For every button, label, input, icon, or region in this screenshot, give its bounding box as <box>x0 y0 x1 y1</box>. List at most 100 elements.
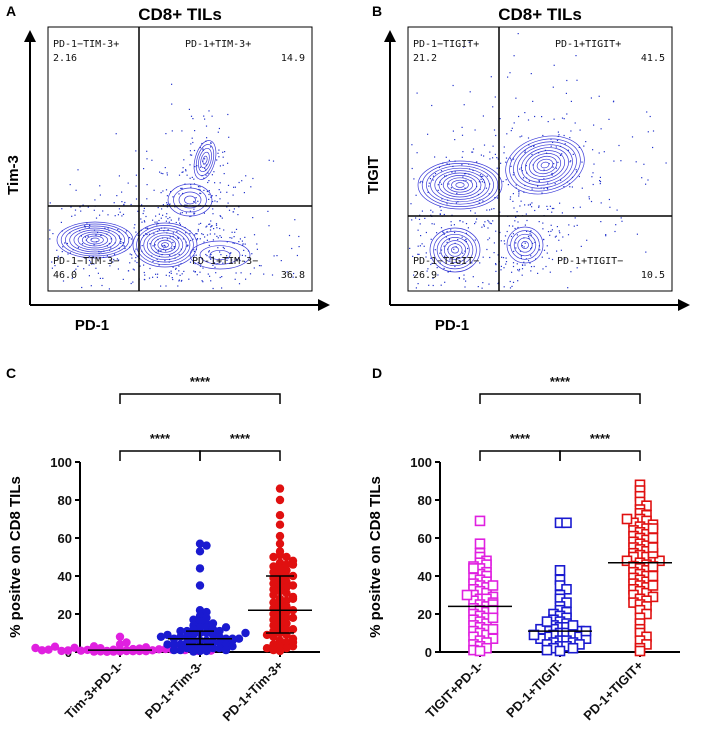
event-dot <box>162 237 164 239</box>
event-dot <box>197 200 199 202</box>
event-dot <box>157 261 159 263</box>
event-dot <box>437 184 439 186</box>
event-dot <box>168 204 170 206</box>
y-tick-label: 20 <box>418 607 432 622</box>
event-dot <box>89 225 91 227</box>
contour-line <box>81 233 109 247</box>
event-dot <box>189 177 191 179</box>
event-dot <box>247 250 250 252</box>
y-axis-title: TIGIT <box>365 156 382 194</box>
event-dot <box>143 271 145 274</box>
event-dot <box>113 202 115 204</box>
event-dot <box>152 219 154 221</box>
event-dot <box>208 250 210 252</box>
event-dot <box>563 118 565 120</box>
event-dot <box>552 141 554 143</box>
event-dot <box>205 125 208 127</box>
contour-line <box>195 144 215 176</box>
event-dot <box>216 201 218 203</box>
event-dot <box>538 152 540 154</box>
event-dot <box>431 223 433 225</box>
event-dot <box>143 210 145 212</box>
event-dot <box>576 267 578 269</box>
event-dot <box>165 250 167 252</box>
contour-line <box>426 165 494 205</box>
event-dot <box>258 265 261 267</box>
event-dot <box>132 268 134 270</box>
event-dot <box>203 177 205 179</box>
event-dot <box>598 152 600 154</box>
event-dot <box>541 116 543 118</box>
event-dot <box>207 273 209 275</box>
event-dot <box>207 181 209 184</box>
event-dot <box>199 186 201 188</box>
event-dot <box>219 261 221 263</box>
event-dot <box>646 111 648 113</box>
event-dot <box>217 152 219 154</box>
event-dot <box>193 178 195 180</box>
event-dot <box>124 247 126 250</box>
event-dot <box>211 174 213 176</box>
event-dot <box>134 250 136 252</box>
event-dot <box>538 205 540 207</box>
event-dot <box>479 188 481 190</box>
quadrant-value: 10.5 <box>641 270 665 281</box>
event-dot <box>114 253 116 255</box>
event-dot <box>509 198 511 200</box>
event-dot <box>171 83 173 85</box>
event-dot <box>190 115 193 117</box>
event-dot <box>193 200 195 203</box>
event-dot <box>122 213 125 215</box>
event-dot <box>549 234 551 236</box>
data-point <box>262 630 272 640</box>
event-dot <box>166 203 168 206</box>
contour-line <box>442 175 478 195</box>
event-dot <box>574 122 576 124</box>
event-dot <box>426 270 428 272</box>
quadrant-label: PD-1−TIM-3+ <box>53 39 119 50</box>
event-dot <box>189 261 192 263</box>
event-dot <box>497 254 499 256</box>
event-dot <box>209 223 211 225</box>
event-dot <box>461 134 464 136</box>
event-dot <box>568 183 571 185</box>
event-dot <box>69 184 71 186</box>
event-dot <box>496 167 498 169</box>
event-dot <box>522 264 524 266</box>
contour-line <box>146 232 184 258</box>
data-point <box>122 638 131 647</box>
event-dot <box>454 231 456 234</box>
event-dot <box>468 41 470 43</box>
event-dot <box>448 163 450 165</box>
event-dot <box>486 175 488 177</box>
event-dot <box>556 139 559 142</box>
significance-label: **** <box>510 431 531 446</box>
event-dot <box>117 268 119 270</box>
data-point <box>647 532 659 544</box>
event-dot <box>226 255 228 257</box>
event-dot <box>566 113 568 115</box>
event-dot <box>541 192 543 194</box>
event-dot <box>430 257 432 259</box>
event-dot <box>578 146 580 148</box>
event-dot <box>546 245 548 247</box>
event-dot <box>75 189 77 191</box>
event-dot <box>503 146 505 148</box>
event-dot <box>441 198 443 200</box>
event-dot <box>131 254 133 256</box>
event-dot <box>90 238 93 240</box>
event-dot <box>496 197 499 199</box>
event-dot <box>212 201 214 203</box>
event-dot <box>175 267 177 269</box>
event-dot <box>504 243 506 245</box>
event-dot <box>202 233 204 236</box>
event-dot <box>193 149 196 152</box>
contour-line <box>506 226 544 264</box>
event-dot <box>120 241 122 243</box>
event-dot <box>461 126 463 128</box>
event-dot <box>119 237 121 239</box>
event-dot <box>507 184 509 186</box>
event-dot <box>573 225 575 227</box>
data-point <box>189 647 198 656</box>
event-dot <box>177 236 179 238</box>
